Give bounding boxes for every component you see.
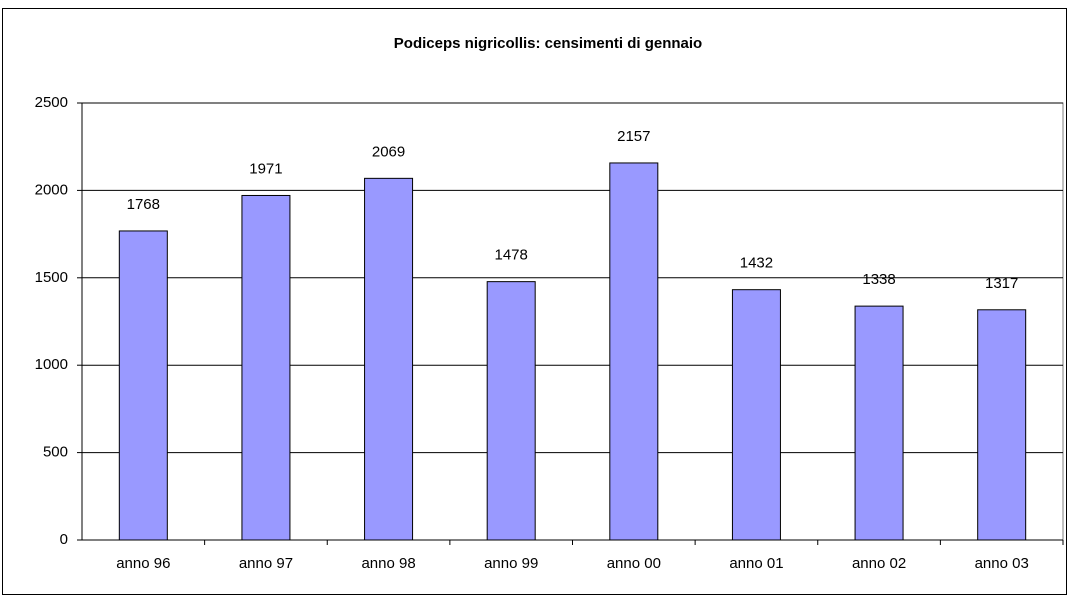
plot-area (81, 102, 1064, 541)
x-tick-label: anno 02 (852, 555, 906, 572)
x-tick-label: anno 01 (729, 555, 783, 572)
data-label: 1768 (127, 196, 160, 213)
data-label: 2069 (372, 143, 405, 160)
bar (486, 281, 536, 541)
x-tick-label: anno 03 (975, 555, 1029, 572)
data-label: 1478 (495, 247, 528, 264)
y-tick-label: 1000 (35, 356, 68, 373)
x-tick-label: anno 00 (607, 555, 661, 572)
bar (977, 309, 1027, 541)
data-label: 1317 (985, 275, 1018, 292)
y-tick-label: 1500 (35, 269, 68, 286)
x-tick-label: anno 97 (239, 555, 293, 572)
y-tick-label: 2500 (35, 94, 68, 111)
y-tick-label: 500 (43, 444, 68, 461)
bar (609, 162, 659, 541)
bar (241, 194, 291, 541)
bar (364, 177, 414, 541)
bar (854, 305, 904, 541)
data-label: 1971 (249, 160, 282, 177)
x-tick-label: anno 96 (116, 555, 170, 572)
x-tick-label: anno 98 (361, 555, 415, 572)
bar (731, 289, 781, 541)
y-tick-label: 0 (60, 531, 68, 548)
data-label: 1338 (862, 271, 895, 288)
data-label: 1432 (740, 255, 773, 272)
y-tick-label: 2000 (35, 181, 68, 198)
data-label: 2157 (617, 128, 650, 145)
bar (118, 230, 168, 541)
x-tick-label: anno 99 (484, 555, 538, 572)
chart-title: Podiceps nigricollis: censimenti di genn… (394, 35, 702, 52)
